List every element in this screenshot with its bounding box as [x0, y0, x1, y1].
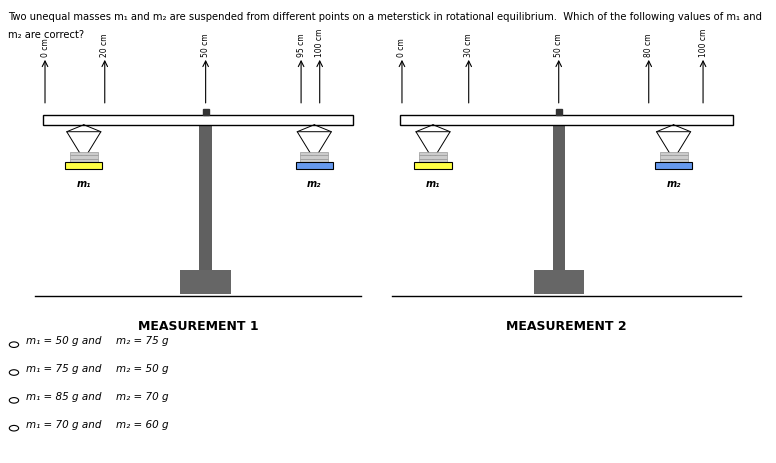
Text: 80 cm: 80 cm	[644, 33, 653, 56]
Bar	[180, 271, 231, 294]
Bar	[660, 153, 688, 156]
Bar	[419, 153, 447, 156]
Text: MEASUREMENT 1: MEASUREMENT 1	[137, 319, 258, 332]
Text: m₁ = 85 g and: m₁ = 85 g and	[26, 391, 105, 401]
Bar	[655, 163, 692, 170]
Bar	[419, 159, 447, 163]
Text: m₁: m₁	[426, 178, 440, 188]
Text: m₂: m₂	[667, 178, 681, 188]
Bar	[43, 115, 353, 125]
Bar	[296, 163, 333, 170]
Bar	[70, 156, 98, 159]
Text: m₂ = 60 g: m₂ = 60 g	[116, 419, 168, 429]
Bar	[660, 156, 688, 159]
Polygon shape	[297, 132, 331, 160]
Text: m₂ are correct?: m₂ are correct?	[8, 30, 84, 40]
Bar	[553, 125, 565, 271]
Text: m₁ = 50 g and: m₁ = 50 g and	[26, 335, 105, 345]
Text: 0 cm: 0 cm	[40, 38, 50, 56]
Text: MEASUREMENT 2: MEASUREMENT 2	[506, 319, 627, 332]
Text: 20 cm: 20 cm	[100, 33, 109, 56]
Text: m₁: m₁	[77, 178, 91, 188]
Text: 0 cm: 0 cm	[397, 38, 407, 56]
Bar	[65, 163, 102, 170]
Text: m₁ = 75 g and: m₁ = 75 g and	[26, 363, 105, 373]
Bar	[199, 125, 212, 271]
Text: 100 cm: 100 cm	[315, 28, 324, 56]
Polygon shape	[656, 132, 691, 160]
Bar	[70, 153, 98, 156]
Bar	[419, 156, 447, 159]
Polygon shape	[67, 132, 101, 160]
Bar	[70, 159, 98, 163]
Text: m₂ = 50 g: m₂ = 50 g	[116, 363, 168, 373]
Bar	[414, 163, 452, 170]
Text: m₂ = 70 g: m₂ = 70 g	[116, 391, 168, 401]
Text: 30 cm: 30 cm	[464, 33, 473, 56]
Text: 100 cm: 100 cm	[698, 28, 708, 56]
Text: 95 cm: 95 cm	[296, 33, 306, 56]
Bar	[300, 159, 328, 163]
Text: m₁ = 70 g and: m₁ = 70 g and	[26, 419, 105, 429]
Text: m₂ = 75 g: m₂ = 75 g	[116, 335, 168, 345]
Bar	[660, 159, 688, 163]
Bar	[534, 271, 584, 294]
Text: m₂: m₂	[307, 178, 321, 188]
Polygon shape	[416, 132, 450, 160]
Bar	[300, 153, 328, 156]
Bar	[400, 115, 733, 125]
Text: 50 cm: 50 cm	[554, 33, 563, 56]
Bar	[300, 156, 328, 159]
Text: 50 cm: 50 cm	[201, 33, 210, 56]
Text: Two unequal masses m₁ and m₂ are suspended from different points on a meterstick: Two unequal masses m₁ and m₂ are suspend…	[8, 12, 762, 22]
